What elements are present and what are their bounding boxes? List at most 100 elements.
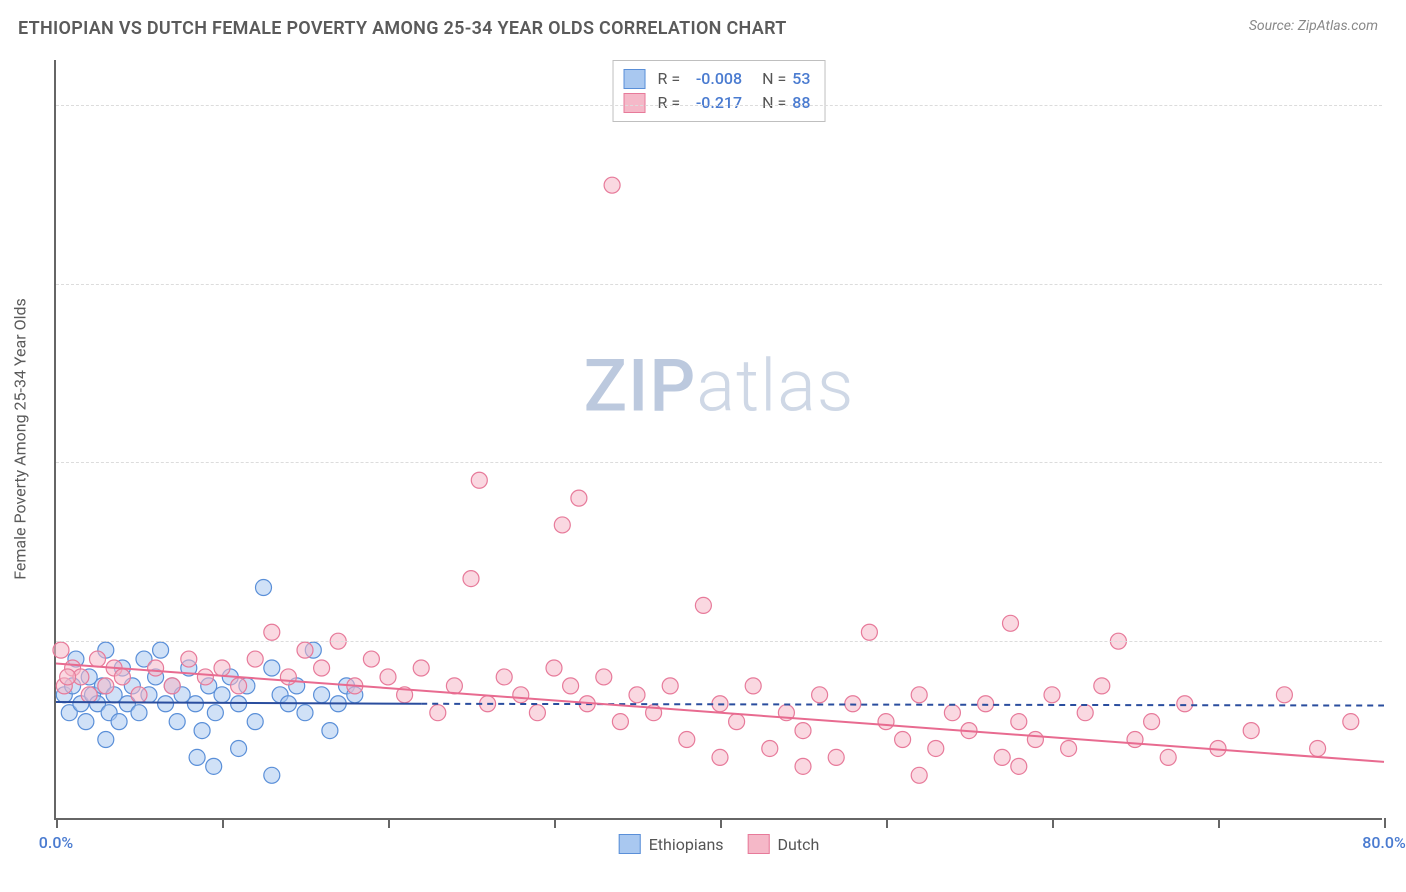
data-point-ethiopians — [206, 758, 222, 774]
data-point-ethiopians — [194, 723, 210, 739]
data-point-dutch — [944, 705, 960, 721]
trendline-ethiopians — [56, 702, 421, 704]
data-point-dutch — [513, 687, 529, 703]
data-point-dutch — [1003, 615, 1019, 631]
x-tick — [720, 818, 722, 828]
data-point-dutch — [297, 642, 313, 658]
data-point-dutch — [695, 597, 711, 613]
stat-r-ethiopians: -0.008 — [686, 67, 742, 91]
legend-stats-row-dutch: R = -0.217 N = 88 — [624, 91, 811, 115]
data-point-dutch — [90, 651, 106, 667]
data-point-dutch — [247, 651, 263, 667]
x-tick — [388, 818, 390, 828]
x-tick — [1052, 818, 1054, 828]
data-point-ethiopians — [169, 714, 185, 730]
data-point-dutch — [1011, 758, 1027, 774]
x-tick — [1384, 818, 1386, 828]
data-point-dutch — [554, 517, 570, 533]
data-point-dutch — [280, 669, 296, 685]
data-point-dutch — [596, 669, 612, 685]
stat-r-label: R = — [652, 67, 681, 91]
data-point-dutch — [994, 749, 1010, 765]
data-point-dutch — [1160, 749, 1176, 765]
data-point-dutch — [629, 687, 645, 703]
data-point-ethiopians — [189, 749, 205, 765]
data-point-dutch — [729, 714, 745, 730]
gridline-h — [56, 641, 1382, 642]
data-point-dutch — [1127, 732, 1143, 748]
y-tick-label: 40.0% — [1390, 453, 1406, 472]
data-point-dutch — [1243, 723, 1259, 739]
y-axis-title: Female Poverty Among 25-34 Year Olds — [11, 298, 30, 580]
x-tick — [1218, 818, 1220, 828]
y-tick-label: 20.0% — [1390, 632, 1406, 651]
gridline-h — [56, 105, 1382, 106]
trendline-ext-ethiopians — [421, 704, 1384, 706]
data-point-dutch — [1044, 687, 1060, 703]
data-point-dutch — [380, 669, 396, 685]
data-point-dutch — [812, 687, 828, 703]
stat-n-dutch: 88 — [792, 91, 810, 115]
data-point-dutch — [911, 767, 927, 783]
data-point-dutch — [430, 705, 446, 721]
data-point-dutch — [828, 749, 844, 765]
data-point-dutch — [1310, 740, 1326, 756]
data-point-dutch — [314, 660, 330, 676]
source-attribution: Source: ZipAtlas.com — [1249, 18, 1378, 34]
data-point-ethiopians — [111, 714, 127, 730]
data-point-ethiopians — [158, 696, 174, 712]
data-point-ethiopians — [98, 732, 114, 748]
data-point-dutch — [928, 740, 944, 756]
data-point-dutch — [446, 678, 462, 694]
y-tick-label: 60.0% — [1390, 274, 1406, 293]
data-point-dutch — [1061, 740, 1077, 756]
data-point-dutch — [978, 696, 994, 712]
data-point-dutch — [911, 687, 927, 703]
legend-label-ethiopians: Ethiopians — [649, 835, 724, 854]
data-point-dutch — [164, 678, 180, 694]
data-point-dutch — [745, 678, 761, 694]
legend-label-dutch: Dutch — [778, 835, 820, 854]
x-tick — [554, 818, 556, 828]
data-point-ethiopians — [247, 714, 263, 730]
plot-area: Female Poverty Among 25-34 Year Olds ZIP… — [54, 60, 1382, 820]
gridline-h — [56, 284, 1382, 285]
swatch-dutch-icon — [748, 834, 770, 854]
data-point-dutch — [114, 669, 130, 685]
gridline-h — [56, 462, 1382, 463]
data-point-dutch — [148, 660, 164, 676]
data-point-ethiopians — [207, 705, 223, 721]
data-point-dutch — [1094, 678, 1110, 694]
x-tick — [222, 818, 224, 828]
data-point-ethiopians — [264, 767, 280, 783]
data-point-dutch — [413, 660, 429, 676]
stat-n-ethiopians: 53 — [792, 67, 810, 91]
data-point-dutch — [712, 749, 728, 765]
data-point-dutch — [1027, 732, 1043, 748]
data-point-ethiopians — [322, 723, 338, 739]
data-point-dutch — [81, 687, 97, 703]
data-point-dutch — [1144, 714, 1160, 730]
x-tick — [886, 818, 888, 828]
stat-r-label: R = — [652, 91, 681, 115]
data-point-ethiopians — [78, 714, 94, 730]
data-point-dutch — [795, 723, 811, 739]
data-point-ethiopians — [214, 687, 230, 703]
data-point-dutch — [878, 714, 894, 730]
data-point-dutch — [604, 177, 620, 193]
swatch-ethiopians — [624, 69, 646, 89]
data-point-dutch — [197, 669, 213, 685]
legend-stats-box: R = -0.008 N = 53 R = -0.217 N = 88 — [613, 60, 826, 122]
legend-bottom: Ethiopians Dutch — [619, 834, 820, 854]
data-point-dutch — [231, 678, 247, 694]
data-point-dutch — [571, 490, 587, 506]
data-point-ethiopians — [297, 705, 313, 721]
data-point-ethiopians — [187, 696, 203, 712]
data-point-dutch — [471, 472, 487, 488]
data-point-ethiopians — [256, 580, 272, 596]
data-point-dutch — [1177, 696, 1193, 712]
data-point-dutch — [1077, 705, 1093, 721]
data-point-dutch — [363, 651, 379, 667]
data-point-dutch — [264, 624, 280, 640]
data-point-dutch — [214, 660, 230, 676]
